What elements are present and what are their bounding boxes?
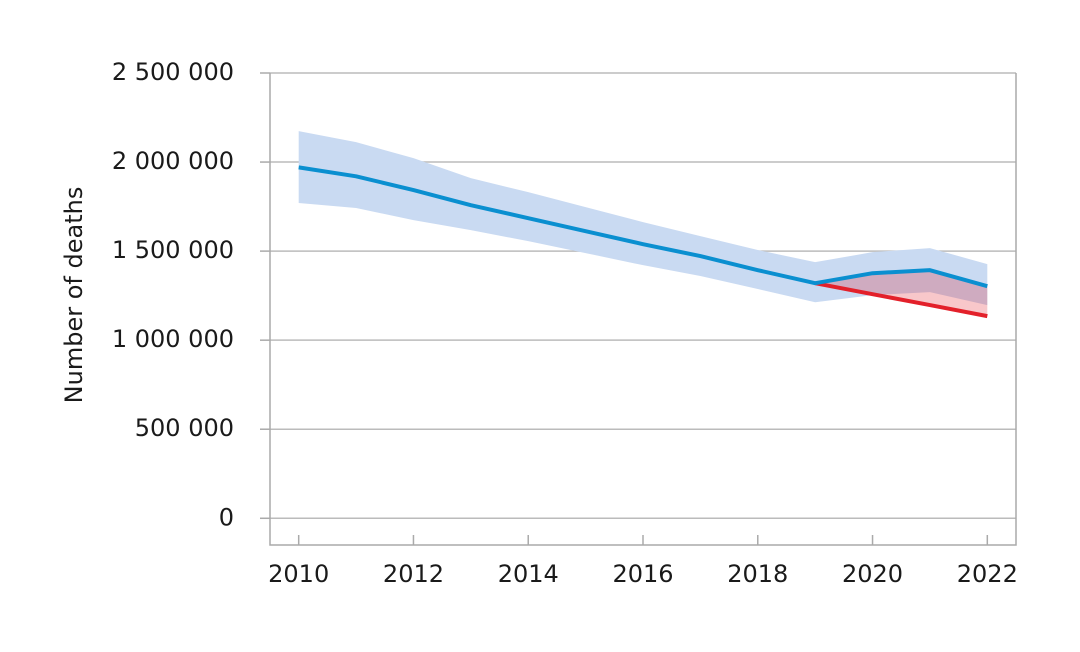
y-tick-label: 2 000 000 (112, 147, 234, 175)
x-tick-label: 2020 (842, 560, 903, 588)
series-line (298, 165, 988, 289)
y-tick-label: 2 500 000 (112, 58, 234, 86)
y-tick-label: 500 000 (135, 414, 234, 442)
x-tick-label: 2010 (268, 560, 329, 588)
x-tick-label: 2012 (383, 560, 444, 588)
x-tick-label: 2016 (612, 560, 673, 588)
y-axis-label: Number of deaths (60, 187, 88, 404)
uncertainty-band (298, 131, 988, 306)
excess-area (815, 270, 988, 317)
y-tick-label: 1 500 000 (112, 236, 234, 264)
y-tick-label: 1 000 000 (112, 325, 234, 353)
x-tick-label: 2022 (957, 560, 1018, 588)
x-tick-label: 2018 (727, 560, 788, 588)
y-tick-label: 0 (219, 503, 234, 531)
x-tick-label: 2014 (498, 560, 559, 588)
axis-frame (269, 73, 1017, 546)
series-line (814, 281, 988, 319)
